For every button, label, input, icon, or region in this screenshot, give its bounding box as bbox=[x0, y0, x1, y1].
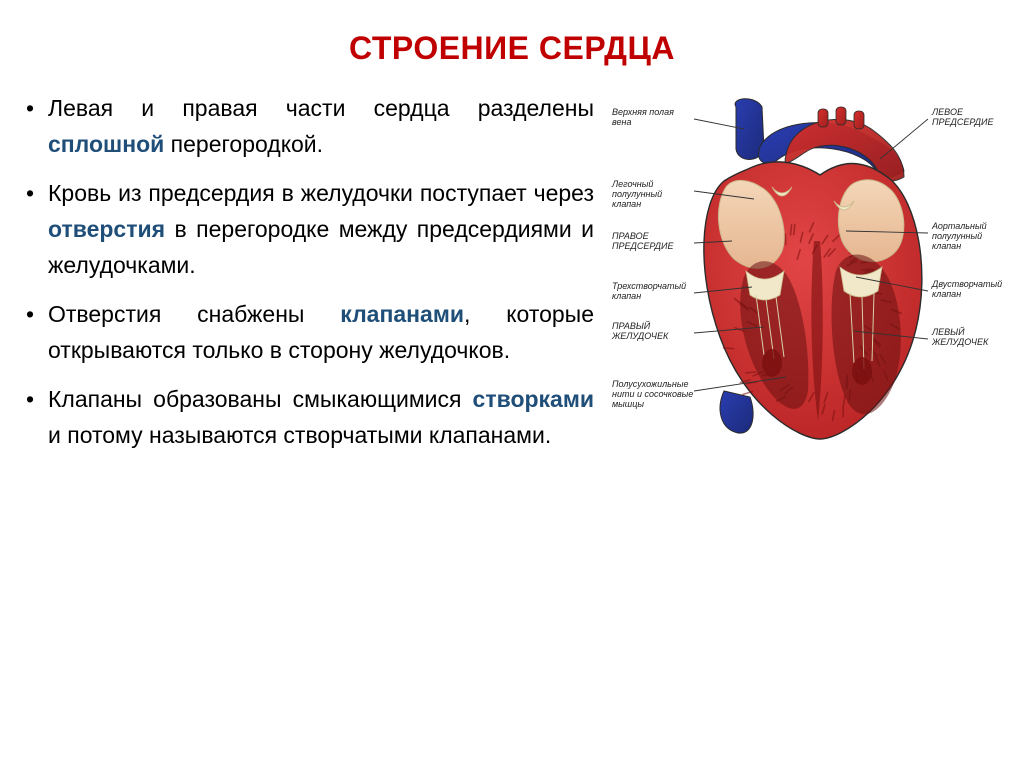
diagram-label: Полусухожильные bbox=[612, 379, 689, 389]
slide-body: Левая и правая части сердца разделены сп… bbox=[20, 91, 1004, 468]
diagram-label: ПРЕДСЕРДИЕ bbox=[612, 241, 674, 251]
diagram-label: ЛЕВЫЙ bbox=[931, 326, 965, 337]
bullet-item: Кровь из предсердия в желудочки поступае… bbox=[20, 176, 594, 283]
keyword: сплошной bbox=[48, 131, 164, 157]
heart-diagram: Верхняя полаявенаЛегочныйполулунныйклапа… bbox=[604, 91, 1004, 451]
slide: СТРОЕНИЕ СЕРДЦА Левая и правая части сер… bbox=[0, 0, 1024, 767]
diagram-label: Легочный bbox=[611, 179, 653, 189]
keyword: створками bbox=[473, 386, 594, 412]
diagram-label: ПРАВЫЙ bbox=[612, 320, 651, 331]
diagram-label: Двустворчатый bbox=[931, 279, 1002, 289]
diagram-label: ПРЕДСЕРДИЕ bbox=[932, 117, 994, 127]
diagram-label: клапан bbox=[932, 289, 961, 299]
diagram-label: ПРАВОЕ bbox=[612, 231, 650, 241]
diagram-label: ЖЕЛУДОЧЕК bbox=[611, 331, 669, 341]
bullet-text: Кровь из предсердия в желудочки поступае… bbox=[48, 180, 594, 206]
diagram-label: нити и сосочковые bbox=[612, 389, 693, 399]
bullet-text: перегородкой. bbox=[164, 131, 323, 157]
heart-shape bbox=[704, 99, 922, 439]
diagram-label: мышцы bbox=[612, 399, 644, 409]
diagram-label: клапан bbox=[612, 199, 641, 209]
diagram-label: ЛЕВОЕ bbox=[931, 107, 964, 117]
diagram-label: Аортальный bbox=[931, 221, 987, 231]
bullet-item: Клапаны образованы смыкающимися створкам… bbox=[20, 382, 594, 453]
bullet-text: Левая и правая части сердца разделены bbox=[48, 95, 594, 121]
bullet-text: Клапаны образованы смыкающимися bbox=[48, 386, 473, 412]
text-column: Левая и правая части сердца разделены сп… bbox=[20, 91, 594, 468]
bullet-text: и потому называются створчатыми клапанам… bbox=[48, 422, 551, 448]
diagram-label: вена bbox=[612, 117, 631, 127]
diagram-label: ЖЕЛУДОЧЕК bbox=[931, 337, 989, 347]
diagram-label: полулунный bbox=[612, 189, 662, 199]
image-column: Верхняя полаявенаЛегочныйполулунныйклапа… bbox=[594, 91, 1004, 456]
bullet-list: Левая и правая части сердца разделены сп… bbox=[20, 91, 594, 454]
diagram-label: полулунный bbox=[932, 231, 982, 241]
diagram-label: клапан bbox=[932, 241, 961, 251]
slide-title: СТРОЕНИЕ СЕРДЦА bbox=[20, 30, 1004, 67]
bullet-item: Отверстия снабжены клапанами, которые от… bbox=[20, 297, 594, 368]
diagram-label: Верхняя полая bbox=[612, 107, 674, 117]
diagram-label: клапан bbox=[612, 291, 641, 301]
keyword: отверстия bbox=[48, 216, 165, 242]
bullet-text: Отверстия снабжены bbox=[48, 301, 340, 327]
diagram-label: Трехстворчатый bbox=[612, 281, 686, 291]
keyword: клапанами bbox=[340, 301, 464, 327]
bullet-item: Левая и правая части сердца разделены сп… bbox=[20, 91, 594, 162]
